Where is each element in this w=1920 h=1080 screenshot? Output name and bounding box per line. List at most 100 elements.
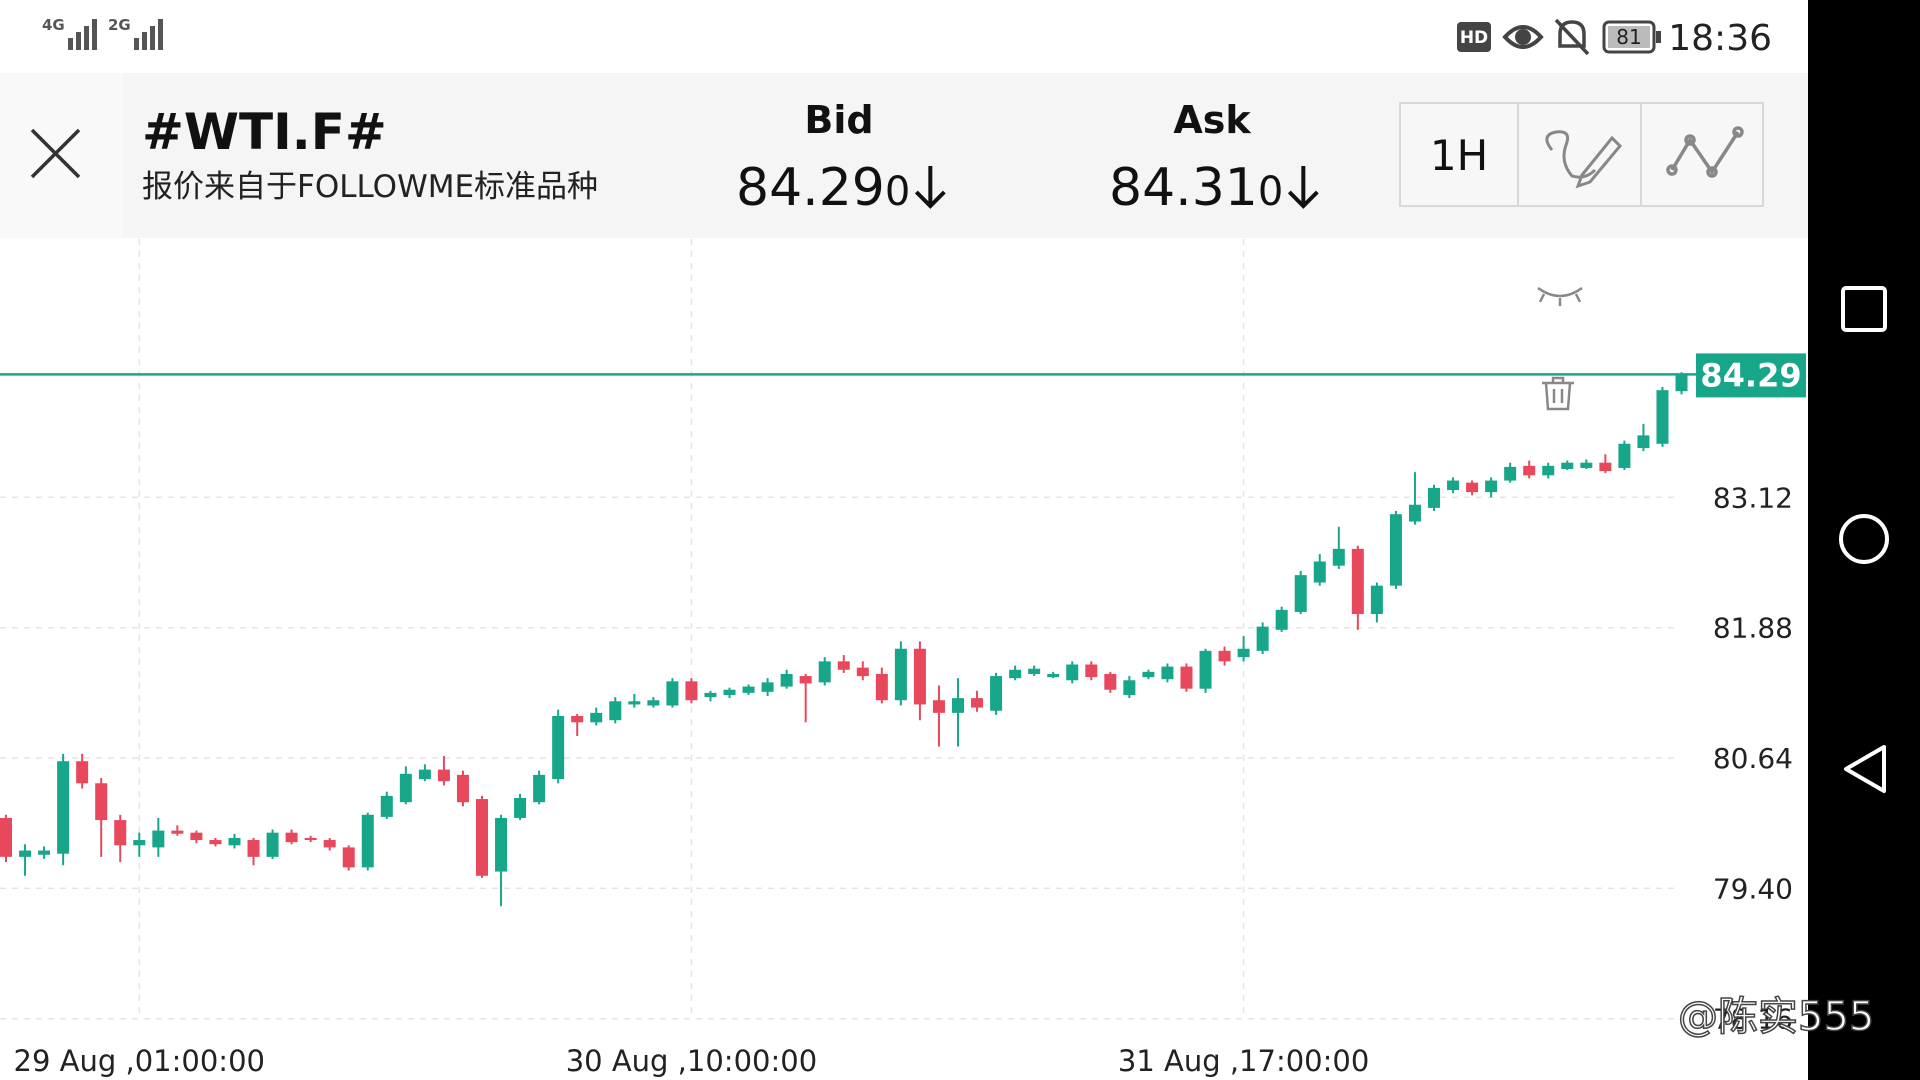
recent-apps-button[interactable] xyxy=(1841,286,1887,332)
candle-body xyxy=(990,676,1003,711)
ask-label: Ask xyxy=(1173,98,1251,142)
x-tick-label: 31 Aug ,17:00:00 xyxy=(1118,1044,1369,1078)
battery-level xyxy=(1608,26,1650,48)
candle-body xyxy=(894,648,907,701)
candle-body xyxy=(133,840,146,846)
candle-body xyxy=(437,769,450,782)
candle-body xyxy=(1580,462,1593,468)
toolbar xyxy=(1399,102,1764,207)
candle-body xyxy=(1447,480,1460,491)
candle-body xyxy=(552,716,565,780)
candle-body xyxy=(666,681,679,706)
signal-icon xyxy=(68,19,97,50)
candle-body xyxy=(1256,626,1269,651)
candle-body xyxy=(418,769,431,780)
candle-body xyxy=(1180,666,1193,689)
candle-body xyxy=(913,648,926,705)
status-bar xyxy=(0,0,1808,73)
candle-body xyxy=(495,817,508,872)
bid-price: 84.29 xyxy=(736,158,885,218)
candle-body xyxy=(1275,609,1288,630)
candle-body xyxy=(1218,650,1231,662)
bid-label: Bid xyxy=(804,98,873,142)
candle-body xyxy=(1466,482,1479,493)
candle-body xyxy=(323,840,336,848)
candle-body xyxy=(57,761,70,854)
indicator-button[interactable] xyxy=(1666,126,1744,178)
candle-body xyxy=(190,832,203,841)
candle-body xyxy=(799,676,812,684)
watermark: @陈实555 xyxy=(1678,994,1874,1040)
candle-body xyxy=(342,847,355,868)
delete-line-icon[interactable] xyxy=(1542,376,1574,411)
candle-body xyxy=(1675,374,1688,392)
candle-body xyxy=(114,820,127,846)
hd-label: HD xyxy=(1460,28,1488,48)
timeframe-button[interactable]: 1H xyxy=(1430,131,1488,180)
ask-price: 84.31 xyxy=(1109,158,1258,218)
candle-body xyxy=(19,850,32,857)
down-arrow xyxy=(1287,166,1319,209)
candle-body xyxy=(761,682,774,692)
draw-tool-button[interactable] xyxy=(1545,130,1623,189)
candle-body xyxy=(952,698,964,713)
candle-body xyxy=(1408,504,1421,522)
y-tick-label: 78.16 xyxy=(1713,1003,1793,1036)
bid-quote: 84.290 xyxy=(736,158,910,218)
candle-body xyxy=(1028,668,1041,674)
back-button[interactable] xyxy=(1844,745,1886,793)
candle-body xyxy=(1066,664,1079,681)
candle-body xyxy=(628,701,641,705)
battery-label: 81 xyxy=(1616,25,1641,49)
candle-body xyxy=(1332,548,1345,566)
candle-body xyxy=(1428,487,1440,508)
candle-body xyxy=(1618,443,1631,468)
y-tick-label: 80.64 xyxy=(1713,742,1793,775)
home-button[interactable] xyxy=(1839,514,1889,564)
candle-body xyxy=(514,797,527,818)
battery-tip xyxy=(1656,31,1661,43)
candle-body xyxy=(533,774,546,803)
last-price-label: 84.29 xyxy=(1700,356,1801,394)
candle-body xyxy=(171,830,184,834)
candle-body xyxy=(1485,480,1498,493)
signal-icon xyxy=(134,19,163,50)
candle-body xyxy=(875,673,888,701)
candle-body xyxy=(266,832,279,857)
candle-body xyxy=(380,795,393,817)
candle-body xyxy=(1389,514,1402,586)
nav-bar xyxy=(1808,0,1920,1080)
candle-body xyxy=(932,700,945,713)
hide-line-icon[interactable] xyxy=(1537,286,1583,306)
candle-body xyxy=(1161,666,1174,680)
candle-body xyxy=(0,817,12,857)
clock: 18:36 xyxy=(1668,18,1772,59)
grid xyxy=(0,238,1678,1020)
x-tick-label: 29 Aug ,01:00:00 xyxy=(14,1044,265,1078)
y-tick-label: 81.88 xyxy=(1713,612,1793,645)
candle-body xyxy=(1599,462,1612,472)
quote-source: 报价来自于FOLLOWME标准品种 xyxy=(142,169,598,205)
candle-body xyxy=(1123,680,1136,695)
candle-body xyxy=(818,661,831,683)
candle-body xyxy=(152,830,165,848)
candle-body xyxy=(304,837,317,841)
down-arrow xyxy=(914,166,946,209)
candle-body xyxy=(590,712,603,723)
candle-body xyxy=(247,840,260,857)
candle-body xyxy=(1047,673,1060,678)
candle-body xyxy=(685,681,698,701)
candle-body xyxy=(1351,548,1364,615)
candle-body xyxy=(285,832,298,843)
x-tick-label: 30 Aug ,10:00:00 xyxy=(566,1044,817,1078)
candle-body xyxy=(1085,664,1098,678)
candle-body xyxy=(1637,435,1650,448)
candle-body xyxy=(38,850,51,855)
close-button[interactable] xyxy=(30,128,81,179)
candle-body xyxy=(723,689,736,695)
candle-body xyxy=(971,698,984,708)
candle-body xyxy=(1294,575,1307,612)
candle-body xyxy=(1370,585,1383,615)
hd-badge xyxy=(1457,22,1491,52)
